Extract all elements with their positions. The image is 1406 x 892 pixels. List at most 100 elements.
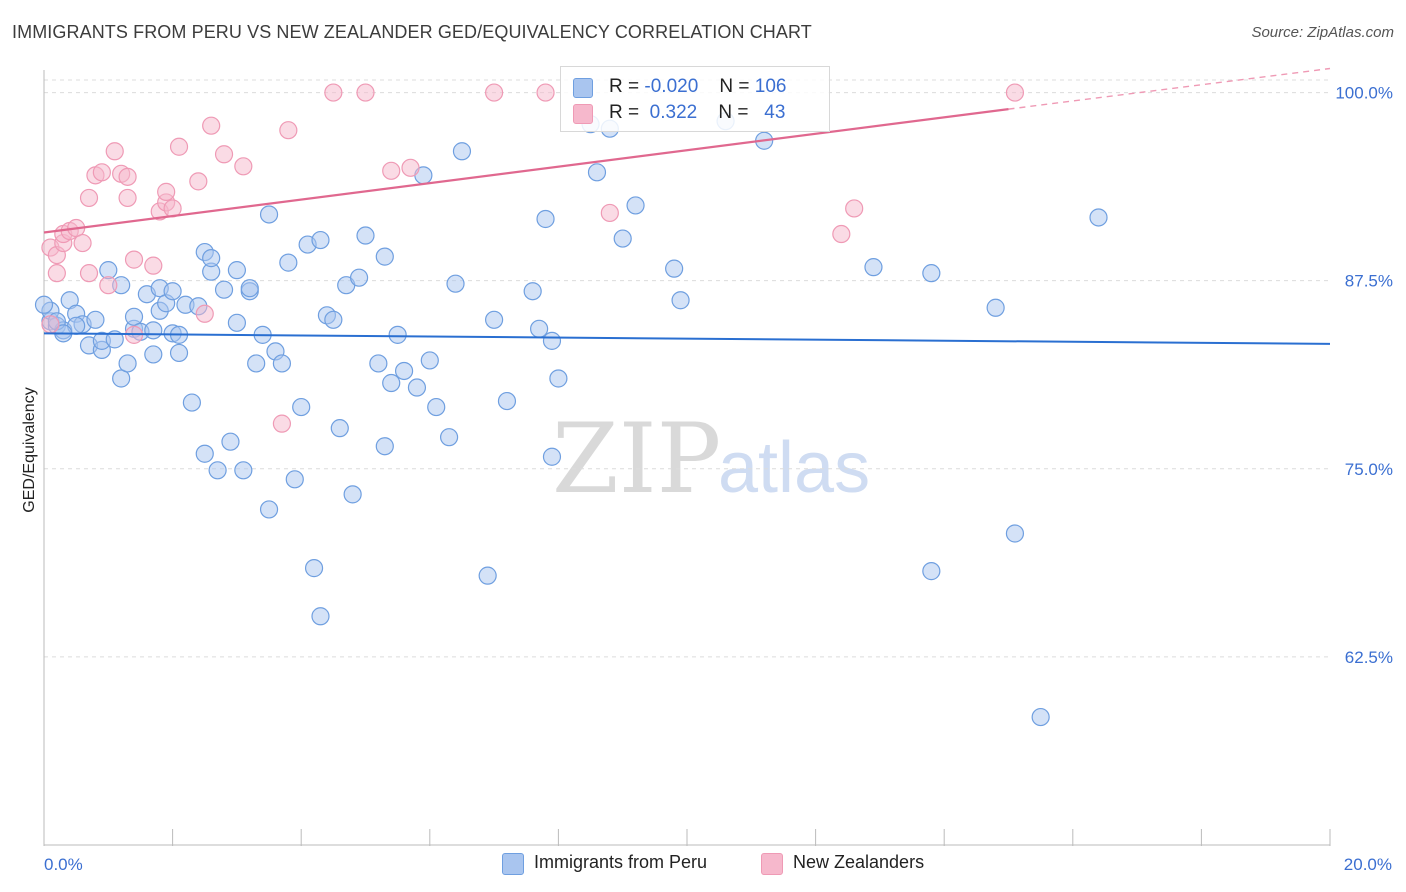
legend-label-nz: New Zealanders [793,852,925,872]
nz-point [272,414,292,433]
nz-point [279,121,298,140]
peru-point [356,226,375,245]
nz-point [105,142,124,161]
peru-point [922,264,941,283]
peru-point [439,428,459,447]
chart-source: Source: ZipAtlas.com [1251,24,1394,41]
nz-point [73,233,92,253]
peru-point [195,444,214,463]
nz-point [845,199,864,218]
nz-point [356,83,375,102]
peru-point [1089,208,1108,227]
peru-point [105,330,124,349]
peru-point [530,319,549,338]
peru-point [311,607,330,626]
peru-point [485,310,504,329]
nz-point [832,224,851,244]
peru-point [542,331,562,350]
stats-text-peru: R = -0.020 N = 106 [609,76,787,97]
peru-point [626,196,645,215]
peru-point [163,282,182,301]
legend-swatch-peru-bottom [502,853,524,875]
peru-point [343,485,362,504]
peru-point [240,279,259,298]
peru-point [86,310,105,329]
legend-swatch-peru [573,78,593,98]
peru-point [234,461,253,480]
y-tick-label: 62.5% [1345,648,1393,667]
peru-point [227,261,246,280]
peru-point [1005,524,1025,543]
peru-point [1031,707,1050,727]
peru-point [279,253,298,272]
y-tick-label: 87.5% [1345,272,1393,291]
peru-point [292,397,311,417]
peru-point [497,391,517,411]
peru-point [34,295,54,314]
peru-point [272,354,292,373]
peru-point [324,310,343,329]
peru-point [247,354,266,373]
peru-point [922,562,941,581]
nz-point [189,172,208,191]
peru-point [144,321,163,340]
nz-point [144,256,163,275]
peru-point [330,419,349,438]
nz-point [169,137,189,156]
n-value-peru: 106 [754,76,787,97]
peru-point [311,230,330,250]
nz-point [214,145,234,164]
peru-point [446,274,465,293]
nz-point [99,276,118,295]
peru-point [144,345,163,364]
peru-point [388,325,407,344]
nz-point [157,182,176,201]
peru-point [536,209,555,229]
peru-point [285,470,304,489]
peru-point [478,566,497,585]
peru-point [118,354,137,373]
peru-point [304,559,324,578]
peru-point [214,280,234,299]
stats-legend: R = -0.020 N = 106 R = 0.322 N = 43 [560,66,830,132]
peru-point [407,378,427,397]
nz-point [195,304,214,323]
peru-point [375,247,394,266]
y-tick-label: 100.0% [1335,84,1393,103]
chart-title: IMMIGRANTS FROM PERU VS NEW ZEALANDER GE… [12,22,812,42]
nz-point [118,167,137,186]
peru-point [382,373,401,393]
nz-trend-line [43,108,1009,234]
peru-point [169,343,189,363]
peru-point [227,313,246,332]
peru-point [986,298,1005,317]
nz-point [600,203,619,223]
legend-swatch-nz [573,104,593,124]
nz-point [47,264,66,283]
peru-point [112,369,131,388]
nz-point [118,188,137,208]
peru-point [124,307,144,326]
peru-point [394,361,414,381]
peru-point [549,369,568,388]
peru-point [864,258,883,277]
peru-point [587,163,607,182]
peru-point [202,249,221,268]
peru-point [182,393,201,412]
peru-point [259,205,279,224]
nz-point [401,158,420,177]
y-tick-label: 75.0% [1345,460,1393,479]
legend-swatch-nz-bottom [761,853,783,875]
peru-point [523,282,542,301]
peru-point [208,461,227,480]
nz-point [485,83,504,102]
nz-point [324,83,343,102]
peru-point [665,259,684,278]
peru-point [671,291,690,310]
watermark-atlas: atlas [718,428,870,508]
peru-point [375,437,394,456]
legend-label-peru: Immigrants from Peru [534,852,708,872]
peru-point [542,447,562,466]
nz-point [92,163,111,182]
